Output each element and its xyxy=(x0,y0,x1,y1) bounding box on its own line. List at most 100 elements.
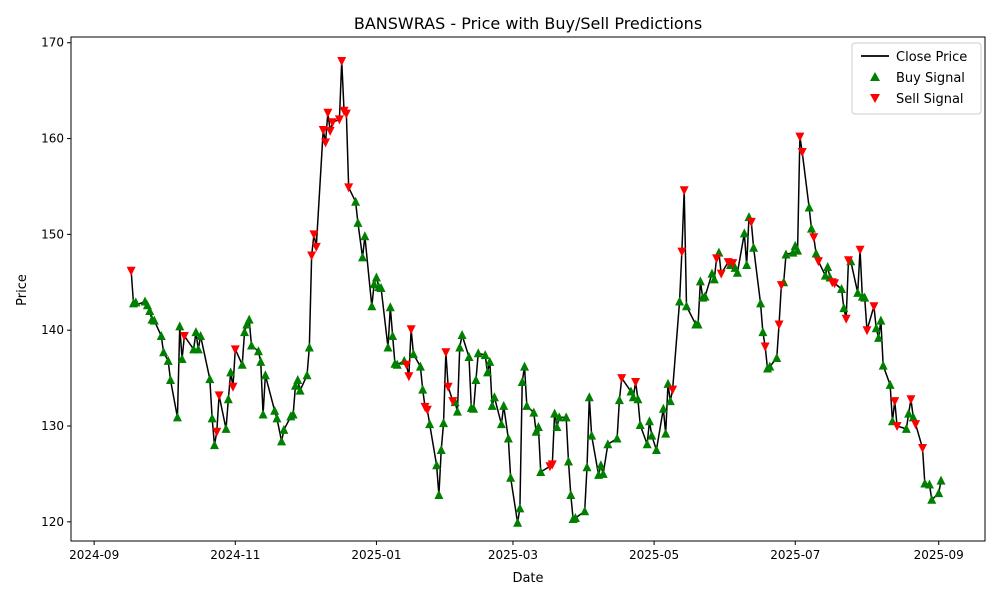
sell-signal-marker xyxy=(126,266,136,276)
x-axis-title: Date xyxy=(512,571,543,586)
buy-signal-marker xyxy=(221,423,231,433)
sell-signal-marker xyxy=(228,382,238,392)
buy-signal-marker xyxy=(159,347,169,357)
buy-signal-marker xyxy=(351,196,361,206)
buy-signal-marker xyxy=(455,342,465,352)
sell-signal-marker xyxy=(179,331,189,341)
legend-box xyxy=(851,42,982,115)
sell-signal-marker xyxy=(344,183,354,193)
sell-signal-marker xyxy=(402,360,412,370)
buy-signal-marker xyxy=(550,408,560,418)
sell-signal-marker xyxy=(404,372,414,382)
buy-signal-marker xyxy=(765,361,775,371)
buy-signal-marker xyxy=(272,413,282,423)
buy-signal-marker xyxy=(408,349,418,359)
buy-signal-marker xyxy=(145,306,155,316)
y-axis: 120 130 140 150 160 170 xyxy=(41,36,71,529)
buy-signal-marker xyxy=(552,421,562,431)
buy-signal-marker xyxy=(874,332,884,342)
sell-signal-marker xyxy=(406,325,416,335)
buy-signal-marker xyxy=(682,301,692,311)
buy-signal-marker xyxy=(487,400,497,410)
buy-signal-marker xyxy=(853,287,863,297)
buy-signal-marker xyxy=(295,385,305,395)
buy-signal-marker xyxy=(536,467,546,477)
buy-signal-marker xyxy=(739,228,749,238)
buy-signal-marker xyxy=(742,260,752,270)
buy-signal-marker xyxy=(464,352,474,362)
buy-signal-marker xyxy=(223,394,233,404)
buy-signal-marker xyxy=(177,353,187,363)
sell-signal-marker xyxy=(323,108,333,118)
buy-signal-marker xyxy=(658,403,668,413)
buy-signal-marker xyxy=(614,395,624,405)
buy-signal-marker xyxy=(924,479,934,489)
sell-signal-marker xyxy=(906,395,916,405)
buy-signal-marker xyxy=(258,409,268,419)
buy-signal-marker xyxy=(529,407,539,417)
buy-signal-marker xyxy=(385,302,395,312)
buy-signal-marker xyxy=(163,355,173,365)
y-tick-label: 120 xyxy=(41,515,64,529)
sell-signal-marker xyxy=(422,405,432,415)
sell-signal-marker xyxy=(774,320,784,330)
buy-signal-marker xyxy=(489,392,499,402)
sell-signal-marker xyxy=(668,385,678,395)
buy-signal-marker xyxy=(415,361,425,371)
sell-signal-marker xyxy=(631,377,641,387)
sell-signal-marker xyxy=(547,460,557,470)
sell-signal-marker xyxy=(890,397,900,407)
buy-signal-marker xyxy=(149,315,159,325)
buy-signal-marker xyxy=(432,460,442,470)
buy-signal-marker xyxy=(242,319,252,329)
buy-signal-marker xyxy=(485,356,495,366)
buy-signal-marker xyxy=(566,490,576,500)
sell-signal-marker xyxy=(892,422,902,432)
buy-signal-marker xyxy=(193,344,203,354)
buy-signal-marker xyxy=(756,298,766,308)
sell-signal-marker xyxy=(760,342,770,352)
sell-signal-marker xyxy=(448,397,458,407)
buy-signal-marker xyxy=(196,330,206,340)
buy-signal-marker xyxy=(503,433,513,443)
buy-signal-marker xyxy=(612,433,622,443)
sell-signal-marker xyxy=(918,444,928,454)
buy-signal-marker xyxy=(156,330,166,340)
buy-signal-marker xyxy=(244,314,254,324)
buy-signal-marker xyxy=(533,421,543,431)
sell-signal-marker xyxy=(321,138,331,148)
buy-signal-marker xyxy=(749,242,759,252)
sell-signal-marker xyxy=(716,269,726,279)
buy-signal-marker xyxy=(839,303,849,313)
legend-label-sell: Sell Signal xyxy=(896,92,964,107)
buy-signal-marker xyxy=(279,424,289,434)
buy-signal-marker xyxy=(520,361,530,371)
buy-signal-marker xyxy=(871,323,881,333)
buy-signal-marker xyxy=(811,248,821,258)
sell-signal-marker xyxy=(309,230,319,240)
buy-signal-marker xyxy=(290,380,300,390)
buy-signal-marker xyxy=(457,329,467,339)
buy-signal-marker xyxy=(570,513,580,523)
sell-signal-marker xyxy=(311,242,321,252)
sell-signal-marker xyxy=(441,348,451,358)
buy-signal-marker xyxy=(131,297,141,307)
sell-signal-marker xyxy=(214,391,224,401)
buy-signal-marker xyxy=(561,412,571,422)
sell-signal-marker xyxy=(809,233,819,243)
buy-signal-marker xyxy=(934,488,944,498)
sell-signal-marker xyxy=(911,420,921,430)
buy-signal-marker xyxy=(237,359,247,369)
buy-signal-marker xyxy=(471,375,481,385)
buy-signal-marker xyxy=(580,506,590,516)
buy-signal-marker xyxy=(695,276,705,286)
buy-signal-marker xyxy=(353,217,363,227)
plot-area xyxy=(126,56,946,527)
buy-signal-marker xyxy=(642,439,652,449)
buy-signal-marker xyxy=(517,376,527,386)
legend: Close Price Buy Signal Sell Signal xyxy=(851,42,982,115)
sell-signal-marker xyxy=(679,186,689,196)
buy-signal-marker xyxy=(367,301,377,311)
buy-signal-marker xyxy=(700,291,710,301)
sell-signal-marker xyxy=(795,132,805,142)
